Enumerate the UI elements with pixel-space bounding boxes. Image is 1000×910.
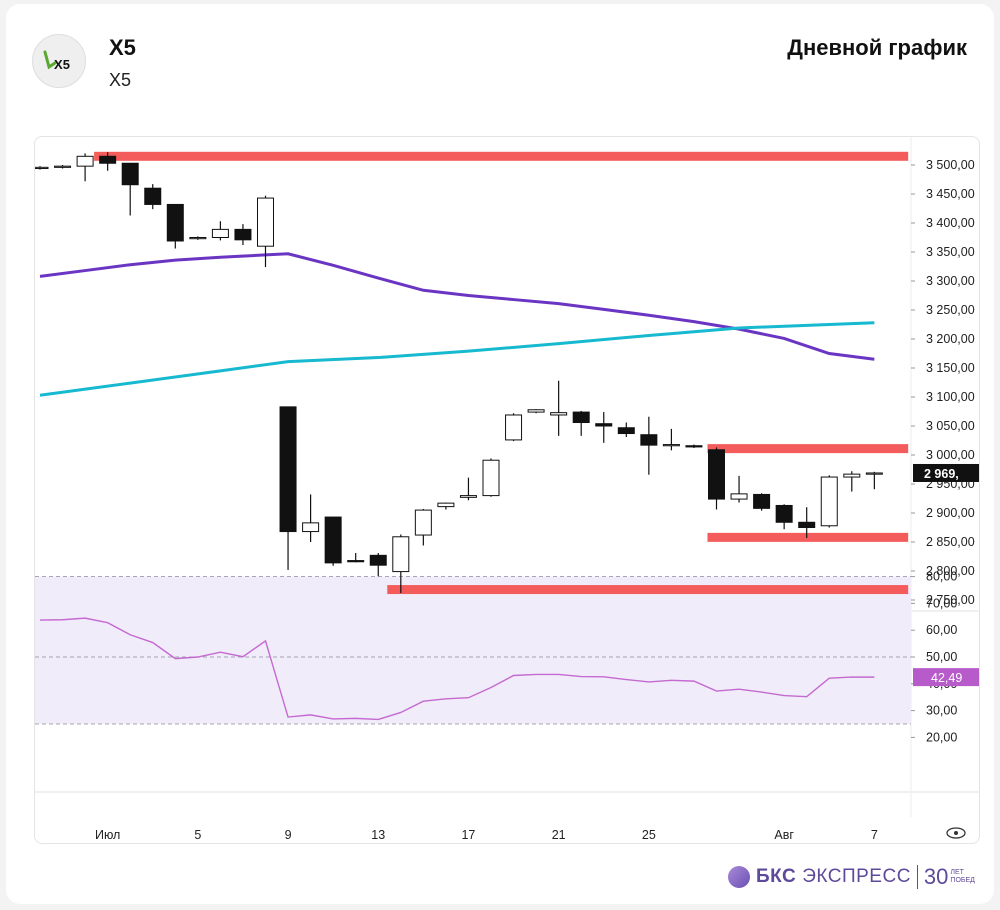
candle-bull[interactable] — [437, 502, 455, 508]
candle-bull[interactable] — [820, 476, 838, 527]
candle-bull[interactable] — [211, 228, 229, 238]
level-line — [387, 585, 909, 595]
footer-brand: БКС ЭКСПРЕСС 30 ЛЕТ ПОБЕД — [728, 864, 975, 890]
candle-bull[interactable] — [550, 412, 568, 416]
eye-icon[interactable] — [946, 827, 966, 839]
level-line — [94, 151, 909, 161]
price-tick-label: 3 250,00 — [926, 303, 975, 317]
x-axis-label: 7 — [871, 828, 878, 842]
candle-bear[interactable] — [617, 427, 635, 435]
price-tick-label: 2 800,00 — [926, 564, 975, 578]
rsi-band — [35, 576, 911, 724]
candle-bear[interactable] — [324, 516, 342, 564]
brand-name-bold: БКС — [756, 866, 797, 887]
candle-bull[interactable] — [730, 493, 748, 500]
candle-bear[interactable] — [640, 434, 658, 446]
rsi-last-badge — [913, 668, 979, 687]
price-tick-label: 3 050,00 — [926, 419, 975, 433]
candle-bear[interactable] — [798, 521, 816, 528]
candle-bear[interactable] — [595, 423, 613, 427]
candle-bear[interactable] — [144, 187, 162, 205]
candle-bull[interactable] — [662, 444, 680, 447]
brand-logo-icon — [728, 866, 750, 888]
candle-bull[interactable] — [459, 495, 477, 498]
price-tick-label: 3 100,00 — [926, 390, 975, 404]
price-tick-label: 3 400,00 — [926, 216, 975, 230]
rsi-tick-label: 60,00 — [926, 623, 957, 637]
candle-bear[interactable] — [708, 449, 725, 500]
chart-area[interactable]: 3 500,00 3 450,00 3 400,00 3 350,00 3 300,00… — [34, 136, 980, 844]
x-axis-label: 13 — [371, 828, 385, 842]
rsi-tick-label: 80,00 — [926, 570, 957, 584]
brand-years-line-2: ПОБЕД — [950, 877, 975, 884]
chart-svg[interactable]: 3 500,00 3 450,00 3 400,00 3 350,00 3 300,00… — [35, 137, 979, 843]
price-tick-label: 3 450,00 — [926, 187, 975, 201]
candle-bear[interactable] — [369, 554, 387, 566]
last-price-badge — [913, 463, 979, 482]
candle-bear[interactable] — [572, 411, 590, 424]
brand-years: ЛЕТ ПОБЕД — [950, 869, 974, 885]
candle-bear[interactable] — [166, 203, 184, 242]
x-axis-label: Авг — [774, 828, 794, 842]
chart-card: X5 X5 X5 Дневной график 3 500,00 3 450,00… — [6, 4, 994, 904]
ticker-title: X5 — [109, 35, 136, 60]
brand-separator — [916, 865, 918, 889]
candle-bear[interactable] — [234, 228, 252, 241]
x5-logo: X5 — [32, 34, 86, 88]
last-price-label: 2 969, — [924, 467, 959, 481]
rsi-tick-label: 50,00 — [926, 650, 957, 664]
x-axis-label: 25 — [642, 828, 656, 842]
candle-bull[interactable] — [54, 165, 72, 168]
candle-bull[interactable] — [302, 522, 320, 533]
level-line — [707, 444, 909, 454]
candle-bull[interactable] — [257, 197, 274, 247]
brand-years-line-1: ЛЕТ — [950, 869, 964, 876]
ticker-subtitle: X5 — [109, 70, 132, 90]
x-axis-label: 21 — [552, 828, 566, 842]
price-tick-label: 3 300,00 — [926, 274, 975, 288]
candle-bear[interactable] — [775, 504, 793, 523]
price-tick-label: 2 750,00 — [926, 593, 975, 607]
level-line — [707, 532, 909, 542]
candle-bear[interactable] — [279, 406, 297, 533]
logo-text: X5 — [54, 57, 70, 72]
price-tick-label: 3 150,00 — [926, 361, 975, 375]
price-tick-label: 3 350,00 — [926, 245, 975, 259]
candle-bull[interactable] — [482, 459, 500, 497]
price-tick-label: 3 500,00 — [926, 158, 975, 172]
moving-average-purple — [39, 252, 875, 361]
x-axis-label: 5 — [194, 828, 201, 842]
price-tick-label: 2 900,00 — [926, 506, 975, 520]
chart-title: Дневной график — [787, 35, 967, 60]
candle-bull[interactable] — [392, 536, 410, 573]
moving-average-cyan — [39, 321, 875, 397]
candle-bull[interactable] — [527, 409, 545, 413]
price-tick-label: 3 200,00 — [926, 332, 975, 346]
rsi-line — [39, 617, 875, 721]
candle-bull[interactable] — [189, 237, 207, 240]
rsi-last-label: 42,49 — [931, 671, 962, 685]
candle-bear[interactable] — [753, 493, 771, 509]
rsi-tick-label: 30,00 — [926, 704, 957, 718]
brand-number: 30 — [923, 864, 949, 889]
x-axis-label: 9 — [285, 828, 292, 842]
candle-bull[interactable] — [505, 414, 523, 441]
brand-name-rest: ЭКСПРЕСС — [802, 866, 911, 887]
candle-bear[interactable] — [121, 162, 139, 186]
candle-bull[interactable] — [76, 155, 94, 167]
rsi-tick-label: 20,00 — [926, 730, 957, 744]
candle-bear[interactable] — [99, 155, 117, 164]
price-tick-label: 3 000,00 — [926, 448, 975, 462]
candle-bear[interactable] — [347, 560, 365, 563]
x-axis-label: Июл — [95, 828, 120, 842]
x-axis-label: 17 — [461, 828, 475, 842]
candle-bull[interactable] — [843, 473, 861, 478]
price-tick-label: 2 850,00 — [926, 535, 975, 549]
rsi-tick-label: 70,00 — [926, 596, 957, 610]
candle-bull[interactable] — [865, 472, 883, 475]
candle-bear[interactable] — [685, 445, 703, 448]
candle-bull[interactable] — [35, 166, 49, 170]
eye-icon-pupil — [954, 831, 958, 835]
candle-bull[interactable] — [414, 509, 432, 536]
